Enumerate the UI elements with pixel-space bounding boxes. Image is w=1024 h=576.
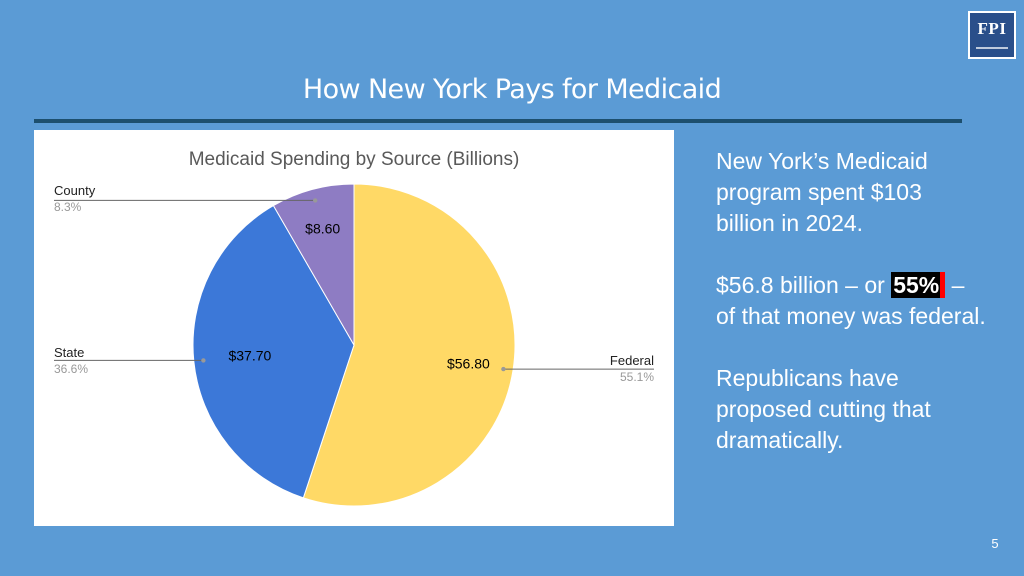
- chart-panel: Medicaid Spending by Source (Billions) $…: [34, 130, 674, 526]
- fpi-logo: FPI: [968, 11, 1016, 59]
- leader-dot-county: [313, 198, 318, 203]
- federal-percent-highlight: 55%: [891, 272, 946, 298]
- pie-slice-county: [272, 183, 355, 347]
- percent-label-state: 36.6%: [54, 362, 88, 376]
- paragraph-spending: New York’s Medicaid program spent $103 b…: [716, 148, 928, 236]
- federal-amount-text: $56.8 billion – or: [716, 272, 892, 298]
- value-label-state: $37.70: [228, 348, 271, 364]
- pie-chart: Medicaid Spending by Source (Billions) $…: [54, 149, 654, 507]
- percent-label-county: 8.3%: [54, 200, 82, 214]
- logo-text: FPI: [977, 19, 1007, 38]
- category-label-county: County: [54, 183, 96, 198]
- paragraph-federal-share: $56.8 billion – or 55% – of that money w…: [716, 270, 986, 332]
- slide-title: How New York Pays for Medicaid: [302, 74, 722, 105]
- value-label-federal: $56.80: [447, 356, 490, 372]
- leader-dot-federal: [501, 366, 506, 372]
- leader-dot-state: [201, 358, 206, 363]
- percent-label-federal: 55.1%: [620, 370, 654, 384]
- category-label-federal: Federal: [610, 353, 654, 368]
- pie-slice-state: [192, 204, 355, 499]
- value-label-county: $8.60: [305, 220, 340, 236]
- title-divider: [34, 119, 962, 123]
- federal-share-text: – of that money was federal.: [716, 272, 986, 329]
- pie-slice-federal: [302, 183, 516, 507]
- chart-title: Medicaid Spending by Source (Billions): [189, 149, 520, 170]
- body-text: New York’s Medicaid program spent $103 b…: [716, 146, 986, 487]
- page-number: 5: [991, 536, 999, 551]
- paragraph-cuts: Republicans have proposed cutting that d…: [716, 365, 931, 453]
- logo-underline: [976, 47, 1008, 49]
- category-label-state: State: [54, 345, 84, 360]
